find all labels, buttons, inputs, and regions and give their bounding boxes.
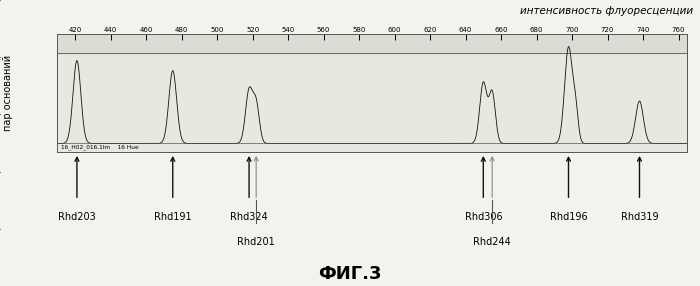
Text: ФИГ.3: ФИГ.3: [318, 265, 382, 283]
Text: Rhd203: Rhd203: [58, 212, 96, 222]
Text: пар оснований: пар оснований: [4, 55, 13, 131]
Text: 16_H02_016.1lm    16 Hue: 16_H02_016.1lm 16 Hue: [61, 144, 139, 150]
Text: Rhd319: Rhd319: [621, 212, 658, 222]
Text: Rhd201: Rhd201: [237, 237, 275, 247]
Text: Rhd191: Rhd191: [154, 212, 192, 222]
Text: интенсивность флуоресценции: интенсивность флуоресценции: [520, 6, 693, 16]
Text: Rhd324: Rhd324: [230, 212, 268, 222]
Text: Rhd244: Rhd244: [473, 237, 511, 247]
Text: Rhd306: Rhd306: [465, 212, 502, 222]
Text: Rhd196: Rhd196: [550, 212, 587, 222]
Bar: [57, 34, 687, 53]
